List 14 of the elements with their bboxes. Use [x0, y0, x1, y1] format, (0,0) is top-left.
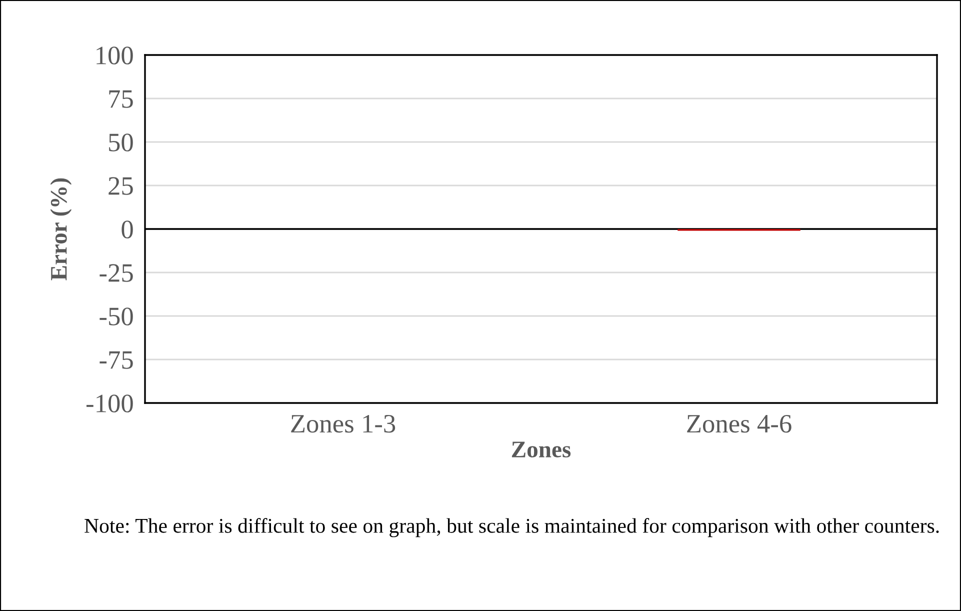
- y-tick-label: 75: [109, 90, 133, 108]
- y-tick-label: 100: [96, 46, 133, 64]
- y-tick-label: 25: [108, 177, 133, 195]
- x-tick-label: Zones 4-6: [687, 414, 792, 433]
- x-tick-label: Zones 1-3: [291, 414, 396, 433]
- y-tick-label: 50: [109, 134, 133, 152]
- y-tick-label: -50: [100, 308, 133, 326]
- y-axis-title: Error (%): [50, 178, 72, 280]
- y-tick-label: 0: [122, 220, 133, 238]
- text: Note: The error is difficult to see on graph, but scale is maintained for comparison with other counters.: [84, 518, 939, 538]
- y-tick-label: -25: [100, 264, 133, 282]
- y-tick-label: -75: [100, 351, 133, 369]
- x-axis-title: Zones: [512, 442, 571, 458]
- y-tick-label: -100: [86, 394, 133, 412]
